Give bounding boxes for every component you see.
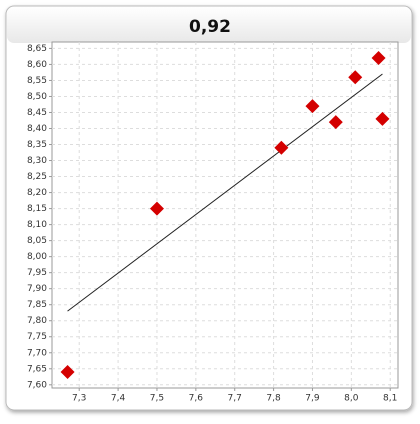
x-tick-label: 7,8 <box>266 394 281 404</box>
y-tick-label: 8,50 <box>27 92 47 102</box>
y-tick-label: 8,10 <box>27 220 47 230</box>
y-tick-label: 8,40 <box>27 124 47 134</box>
x-tick-label: 7,4 <box>111 394 126 404</box>
y-tick-label: 8,15 <box>27 204 47 214</box>
y-tick-label: 8,35 <box>27 140 47 150</box>
y-tick-label: 8,25 <box>27 172 47 182</box>
point <box>149 201 164 216</box>
point <box>375 111 390 126</box>
y-tick-label: 7,85 <box>27 300 47 310</box>
x-tick-label: 7,3 <box>72 394 86 404</box>
y-tick-label: 7,65 <box>27 364 47 374</box>
y-tick-label: 8,00 <box>27 252 47 262</box>
y-tick-label: 7,95 <box>27 268 47 278</box>
point <box>274 140 289 155</box>
x-tick-label: 7,6 <box>189 394 204 404</box>
y-tick-label: 8,20 <box>27 188 47 198</box>
y-tick-label: 8,30 <box>27 156 47 166</box>
y-tick-label: 8,45 <box>27 108 47 118</box>
point <box>60 364 75 379</box>
y-tick-label: 8,05 <box>27 236 47 246</box>
point <box>305 99 320 114</box>
y-tick-label: 8,65 <box>27 44 47 54</box>
y-tick-label: 7,60 <box>27 380 47 390</box>
y-tick-label: 7,90 <box>27 284 47 294</box>
x-tick-label: 7,5 <box>150 394 164 404</box>
point <box>348 70 363 85</box>
header <box>7 7 411 43</box>
y-tick-label: 8,60 <box>27 60 47 70</box>
chart-title: 0,92 <box>189 17 231 37</box>
y-tick-label: 7,80 <box>27 316 47 326</box>
y-tick-label: 7,75 <box>27 332 47 342</box>
x-tick-label: 8,1 <box>383 394 397 404</box>
y-tick-label: 8,55 <box>27 76 47 86</box>
point <box>328 115 343 130</box>
trend-line <box>67 73 383 312</box>
x-tick-label: 8,0 <box>344 394 359 404</box>
y-tick-label: 7,70 <box>27 348 47 358</box>
x-tick-label: 7,7 <box>228 394 242 404</box>
x-tick-label: 7,9 <box>305 394 320 404</box>
plot-area <box>51 41 399 389</box>
point <box>371 51 386 66</box>
